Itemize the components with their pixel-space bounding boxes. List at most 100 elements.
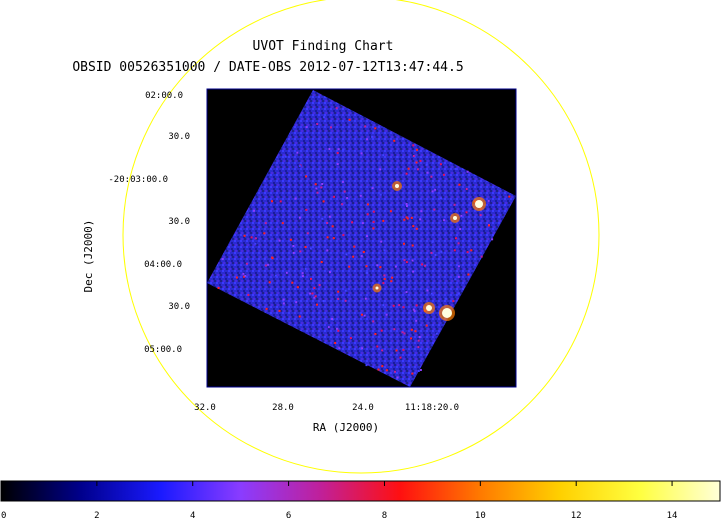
x-tick-labels: 32.0 28.0 24.0 11:18:20.0 (194, 403, 459, 413)
noise-pixel (379, 168, 382, 171)
noise-pixel (430, 292, 433, 295)
noise-pixel (332, 318, 335, 321)
noise-pixel (431, 190, 434, 193)
colorbar (0, 480, 721, 502)
noise-pixel (304, 246, 307, 248)
noise-pixel (310, 277, 312, 280)
noise-pixel (253, 209, 255, 212)
noise-pixel (363, 314, 366, 317)
noise-pixel (336, 152, 339, 154)
noise-pixel (366, 235, 368, 238)
noise-pixel (380, 240, 383, 243)
image-content (207, 90, 516, 387)
noise-pixel (321, 217, 324, 220)
noise-pixel (316, 191, 319, 194)
noise-pixel (326, 236, 329, 239)
noise-pixel (309, 247, 312, 250)
noise-pixel (382, 154, 385, 157)
noise-pixel (439, 163, 442, 166)
y-axis-label: Dec (J2000) (82, 220, 95, 293)
noise-pixel (407, 209, 410, 212)
sources-layer (372, 181, 486, 321)
noise-pixel (376, 345, 379, 348)
x-tick-label: 28.0 (272, 403, 294, 413)
noise-pixel (279, 200, 282, 203)
noise-pixel (301, 272, 304, 275)
noise-pixel (322, 200, 325, 203)
noise-pixel (341, 180, 344, 183)
noise-pixel (331, 318, 333, 320)
y-tick-label: 02:00.0 (145, 91, 183, 101)
source-core (426, 305, 432, 311)
noise-pixel (379, 266, 382, 269)
noise-pixel (335, 107, 338, 110)
noise-pixel (305, 175, 308, 178)
noise-pixel (264, 222, 267, 225)
noise-pixel (250, 236, 253, 239)
colorbar-ticks: 0 2 4 6 8 10 12 14 (0, 481, 678, 521)
noise-pixel (465, 188, 468, 190)
noise-dots (217, 107, 511, 379)
chart-title: UVOT Finding Chart (253, 39, 394, 54)
noise-pixel (394, 265, 397, 268)
noise-pixel (372, 221, 375, 223)
colorbar-tick-label: 8 (382, 511, 387, 521)
noise-pixel (425, 324, 428, 327)
noise-pixel (412, 225, 415, 228)
source-core (453, 216, 457, 220)
noise-pixel (421, 263, 424, 266)
noise-pixel (390, 280, 393, 283)
noise-pixel (425, 163, 428, 166)
noise-pixel (247, 294, 250, 296)
noise-pixel (382, 282, 385, 285)
noise-pixel (263, 232, 266, 235)
noise-pixel (414, 330, 417, 333)
y-tick-label: 30.0 (168, 302, 190, 312)
noise-pixel (403, 242, 405, 245)
noise-pixel (411, 372, 414, 375)
noise-pixel (405, 203, 408, 205)
noise-pixel (435, 332, 438, 335)
noise-pixel (278, 309, 281, 312)
noise-pixel (332, 237, 335, 240)
noise-pixel (296, 151, 299, 154)
noise-pixel (426, 171, 429, 174)
noise-pixel (443, 219, 446, 222)
noise-pixel (337, 329, 340, 332)
chart-subtitle: OBSID 00526351000 / DATE-OBS 2012-07-12T… (72, 60, 463, 75)
noise-pixel (412, 155, 415, 157)
noise-pixel (410, 337, 413, 340)
noise-pixel (394, 370, 396, 373)
noise-pixel (440, 197, 442, 200)
noise-pixel (268, 281, 271, 284)
noise-pixel (398, 304, 401, 307)
exposure-tile (207, 90, 516, 387)
noise-pixel (342, 148, 345, 151)
noise-pixel (405, 291, 408, 294)
y-tick-label: 04:00.0 (144, 260, 182, 270)
noise-pixel (221, 258, 224, 261)
noise-pixel (244, 274, 247, 277)
noise-pixel (313, 287, 316, 289)
noise-pixel (289, 238, 292, 241)
noise-pixel (430, 175, 433, 178)
noise-pixel (299, 250, 302, 253)
noise-pixel (245, 262, 248, 265)
noise-pixel (274, 274, 277, 277)
noise-pixel (322, 300, 325, 302)
x-tick-label: 11:18:20.0 (405, 403, 459, 413)
noise-pixel (379, 193, 382, 196)
noise-pixel (282, 302, 285, 305)
noise-pixel (285, 271, 288, 274)
colorbar-tick-label: 14 (667, 511, 678, 521)
noise-pixel (243, 275, 246, 278)
noise-pixel (374, 333, 377, 335)
noise-pixel (321, 183, 324, 185)
noise-pixel (351, 221, 354, 224)
noise-pixel (305, 126, 308, 129)
noise-pixel (271, 200, 273, 203)
noise-pixel (382, 304, 385, 307)
noise-pixel (488, 224, 490, 227)
noise-pixel (331, 225, 334, 228)
noise-pixel (406, 205, 408, 207)
